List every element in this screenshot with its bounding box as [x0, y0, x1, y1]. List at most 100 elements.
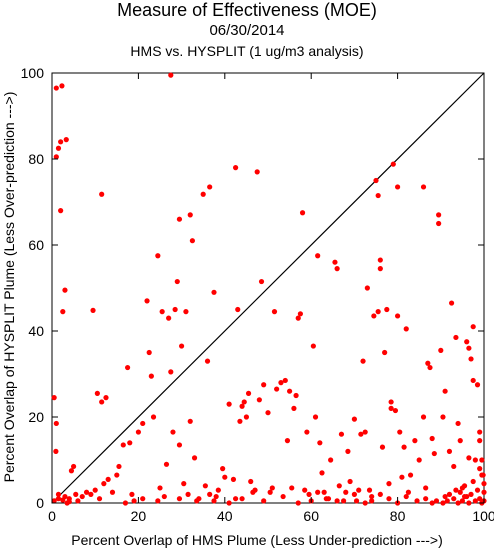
data-point — [233, 165, 239, 171]
data-point — [116, 463, 122, 470]
data-point — [59, 83, 65, 89]
data-point — [302, 487, 308, 493]
data-point — [477, 466, 483, 472]
data-point — [129, 491, 135, 497]
data-point — [90, 307, 96, 313]
data-point — [258, 278, 265, 285]
data-point — [83, 489, 90, 495]
data-point — [321, 489, 327, 495]
data-point — [420, 414, 427, 420]
data-point — [148, 373, 154, 379]
data-point — [204, 358, 211, 364]
data-point — [189, 238, 195, 244]
data-point — [310, 343, 316, 349]
data-point — [461, 483, 468, 489]
data-point — [479, 457, 485, 463]
data-point — [168, 72, 174, 78]
data-point — [449, 300, 455, 306]
data-point — [239, 496, 245, 502]
data-point — [351, 416, 357, 422]
data-point — [466, 345, 472, 351]
data-point — [470, 478, 476, 485]
data-point — [105, 476, 111, 482]
data-point — [347, 478, 353, 485]
data-point — [472, 457, 478, 463]
data-point — [88, 491, 94, 497]
data-point — [215, 487, 221, 493]
data-point — [306, 491, 312, 497]
data-point — [315, 253, 321, 259]
data-point — [436, 212, 442, 218]
data-point — [472, 498, 478, 504]
data-point — [125, 364, 131, 371]
data-point — [395, 313, 401, 319]
chart-date: 06/30/2014 — [209, 22, 285, 39]
data-point — [455, 500, 461, 506]
data-point — [73, 491, 79, 497]
data-point — [289, 485, 295, 491]
data-point — [140, 496, 146, 502]
data-point — [343, 489, 349, 495]
data-point — [442, 493, 448, 500]
data-point — [211, 289, 217, 295]
data-point — [241, 399, 247, 405]
data-point — [68, 468, 75, 474]
data-point — [377, 266, 383, 272]
data-point — [427, 364, 433, 371]
data-point — [157, 485, 163, 491]
data-point — [226, 401, 232, 407]
data-point — [423, 496, 429, 502]
data-point — [369, 493, 375, 500]
data-point — [429, 435, 435, 442]
data-point — [358, 431, 364, 437]
data-point — [299, 210, 306, 216]
x-tick-label: 100 — [472, 508, 494, 524]
data-point — [457, 438, 463, 444]
data-point — [423, 485, 429, 491]
data-point — [51, 498, 57, 504]
data-point — [425, 360, 431, 366]
data-point — [71, 463, 77, 470]
data-point — [155, 498, 161, 504]
data-point — [403, 326, 409, 332]
data-point — [377, 257, 383, 263]
data-point — [446, 448, 453, 454]
points-layer — [51, 72, 487, 506]
data-point — [334, 498, 340, 504]
y-tick-label: 40 — [28, 323, 44, 339]
data-point — [62, 287, 68, 293]
data-point — [256, 397, 262, 403]
data-point — [53, 448, 59, 454]
data-point — [122, 500, 129, 506]
data-point — [295, 315, 301, 321]
data-point — [474, 382, 481, 388]
data-point — [375, 309, 381, 315]
data-point — [480, 472, 486, 478]
data-point — [466, 455, 472, 461]
data-point — [401, 444, 407, 450]
data-point — [453, 487, 459, 493]
data-point — [207, 491, 213, 497]
data-point — [457, 489, 463, 495]
data-point — [55, 496, 62, 502]
data-point — [79, 493, 85, 500]
data-point — [131, 498, 137, 504]
data-point — [341, 498, 347, 504]
data-point — [353, 498, 360, 504]
data-point — [181, 481, 187, 487]
data-point — [239, 403, 245, 409]
x-tick-label: 20 — [131, 508, 147, 524]
data-point — [392, 407, 399, 414]
data-point — [371, 313, 377, 319]
data-point — [176, 216, 183, 222]
data-point — [366, 487, 373, 493]
data-point — [146, 349, 152, 356]
data-point — [379, 444, 386, 450]
data-point — [477, 496, 483, 502]
data-point — [293, 392, 299, 399]
data-point — [356, 487, 362, 493]
data-point — [96, 496, 103, 502]
data-point — [170, 429, 176, 435]
data-point — [267, 489, 273, 495]
data-point — [295, 500, 301, 506]
